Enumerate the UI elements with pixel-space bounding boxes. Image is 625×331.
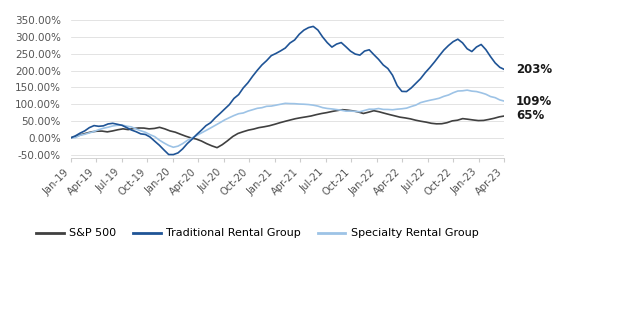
Legend: S&P 500, Traditional Rental Group, Specialty Rental Group: S&P 500, Traditional Rental Group, Speci…: [31, 224, 483, 243]
Text: 65%: 65%: [516, 110, 544, 122]
Text: 203%: 203%: [516, 63, 552, 76]
Text: 109%: 109%: [516, 95, 552, 108]
